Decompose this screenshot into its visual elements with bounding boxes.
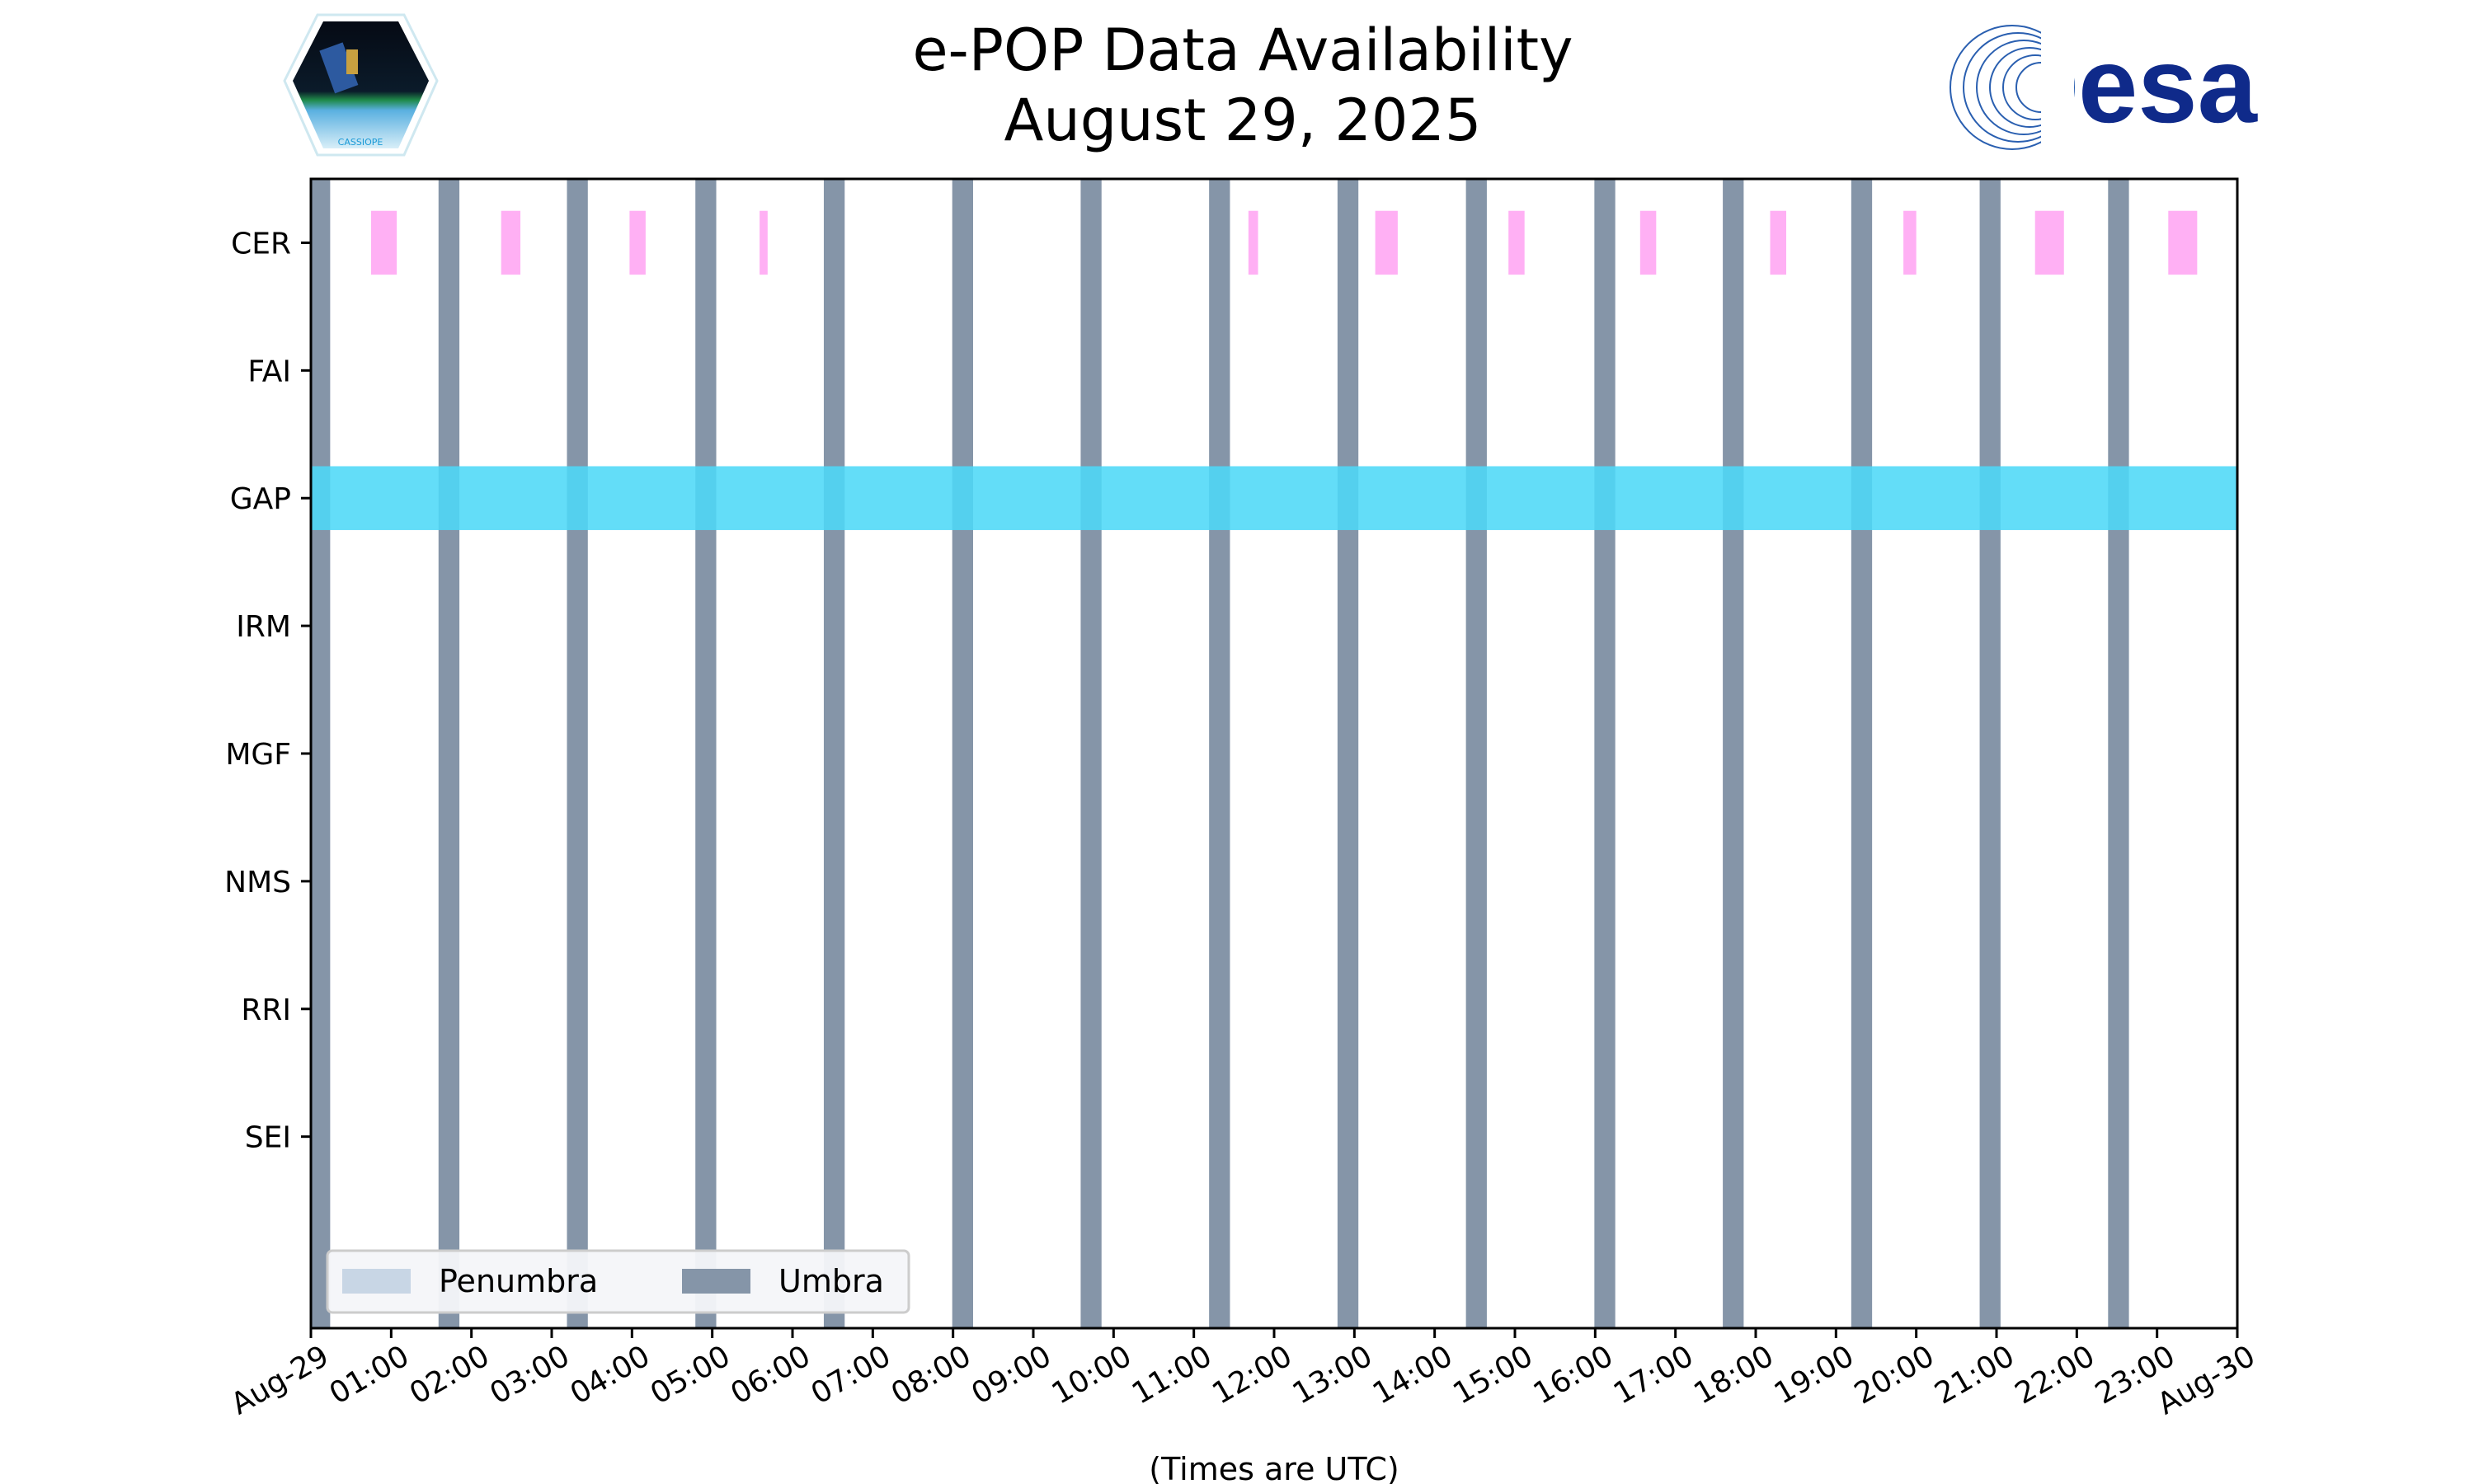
legend-swatch-penumbra: [342, 1269, 411, 1294]
y-tick-label-mgf: MGF: [225, 738, 291, 772]
availability-bar-cer: [1639, 210, 1657, 275]
x-tick-label: Aug-29: [225, 1339, 334, 1421]
x-tick-label: 22:00: [2010, 1339, 2100, 1411]
availability-bar-cer: [371, 210, 397, 275]
chart-title-line-1: e-POP Data Availability: [912, 16, 1573, 84]
y-tick-label-nms: NMS: [224, 866, 291, 899]
x-tick-label: 20:00: [1849, 1339, 1940, 1411]
legend-label-umbra: Umbra: [778, 1263, 884, 1299]
umbra-band: [438, 179, 460, 1328]
umbra-band: [1209, 179, 1230, 1328]
legend-box: [326, 1249, 910, 1314]
y-tick-label-cer: CER: [231, 227, 291, 261]
x-tick-label: 17:00: [1608, 1339, 1699, 1411]
plot-area: CER FAI GAP IRM MGF NMS RRI SEI Aug-2901:0002:00…: [224, 177, 2261, 1421]
x-tick-label: 01:00: [324, 1339, 415, 1411]
esa-logo: esa: [1950, 25, 2259, 150]
umbra-band: [823, 179, 845, 1328]
x-tick-label: 21:00: [1929, 1339, 2020, 1411]
x-tick-label: 08:00: [886, 1339, 976, 1411]
umbra-band: [1337, 179, 1359, 1328]
umbra-band: [1723, 179, 1744, 1328]
umbra-band: [1080, 179, 1102, 1328]
availability-bar-cer: [1770, 210, 1786, 275]
umbra-band: [1979, 179, 2001, 1328]
umbra-band: [567, 179, 588, 1328]
umbra-band: [1594, 179, 1616, 1328]
umbra-band: [952, 179, 973, 1328]
x-tick-label: 12:00: [1206, 1339, 1297, 1411]
x-tick-label: 11:00: [1126, 1339, 1217, 1411]
availability-bar-cer: [2168, 210, 2198, 275]
svg-text:esa: esa: [2078, 25, 2259, 145]
y-tick-label-rri: RRI: [241, 993, 291, 1027]
x-tick-label: 02:00: [404, 1339, 495, 1411]
x-tick-label: 06:00: [725, 1339, 816, 1411]
x-tick-label: 07:00: [806, 1339, 896, 1411]
x-tick-label: 19:00: [1769, 1339, 1860, 1411]
x-tick-label: 14:00: [1367, 1339, 1458, 1411]
legend-label-penumbra: Penumbra: [439, 1263, 598, 1299]
x-axis-label: (Times are UTC): [1149, 1451, 1399, 1484]
availability-bar-cer: [2034, 210, 2064, 275]
x-tick-label: 09:00: [966, 1339, 1056, 1411]
availability-bar-cer: [1248, 210, 1258, 275]
x-tick-label: 04:00: [565, 1339, 656, 1411]
availability-bar-cer: [629, 210, 646, 275]
chart-title-line-2: August 29, 2025: [1004, 87, 1482, 154]
x-tick-label: 18:00: [1688, 1339, 1779, 1411]
y-tick-label-sei: SEI: [245, 1121, 291, 1155]
y-tick-label-irm: IRM: [236, 610, 291, 644]
umbra-band: [311, 179, 331, 1328]
x-tick-label: 05:00: [645, 1339, 736, 1411]
availability-bar-cer: [501, 210, 521, 275]
umbra-band: [1851, 179, 1873, 1328]
x-tick-label: 03:00: [484, 1339, 575, 1411]
availability-bar-cer: [1508, 210, 1525, 275]
svg-text:CASSIOPE: CASSIOPE: [338, 137, 383, 148]
cassiope-logo: CASSIOPE: [283, 13, 439, 157]
plot-background: [311, 179, 2237, 1328]
availability-bar-cer: [760, 210, 768, 275]
availability-bar-cer: [1903, 210, 1917, 275]
x-tick-label: 16:00: [1528, 1339, 1619, 1411]
availability-bar-cer: [1375, 210, 1398, 275]
legend-swatch-umbra: [682, 1269, 750, 1294]
x-tick-label: 13:00: [1287, 1339, 1378, 1411]
y-tick-label-gap: GAP: [230, 482, 291, 516]
umbra-band: [1465, 179, 1487, 1328]
y-tick-label-fai: FAI: [247, 355, 291, 388]
umbra-band: [2108, 179, 2129, 1328]
availability-bar-gap: [311, 466, 2237, 530]
x-tick-label: 15:00: [1447, 1339, 1538, 1411]
umbra-band: [695, 179, 717, 1328]
x-tick-label: 10:00: [1047, 1339, 1137, 1411]
